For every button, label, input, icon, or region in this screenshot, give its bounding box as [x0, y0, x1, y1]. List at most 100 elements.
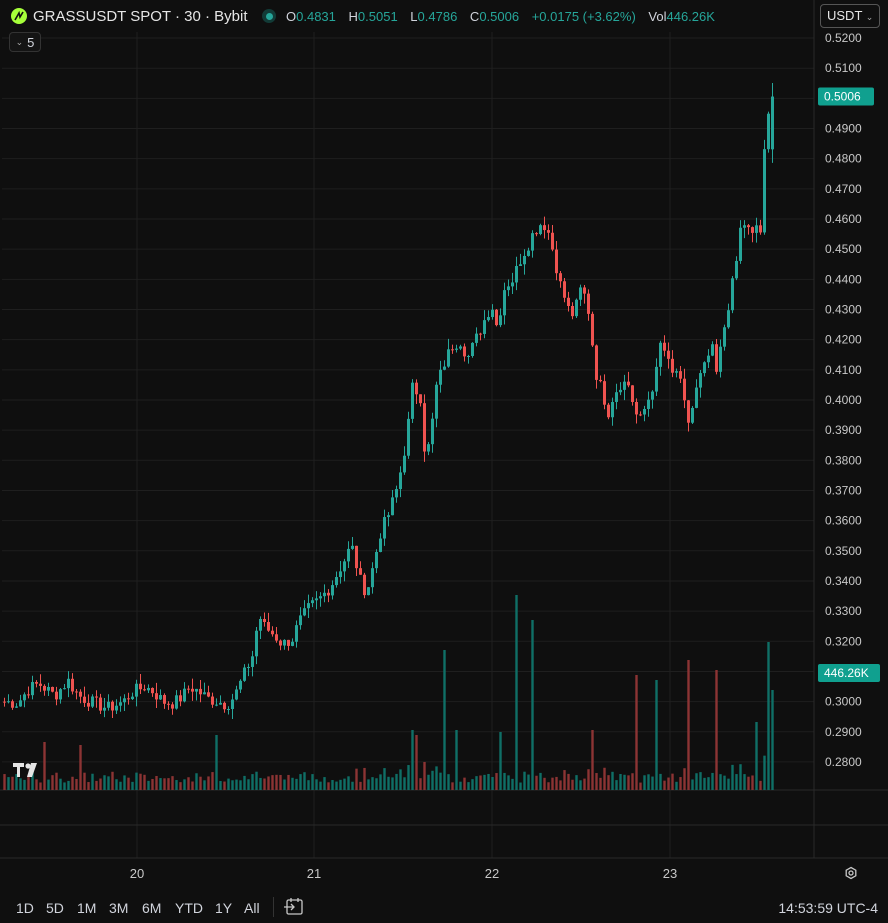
volume-bar: [771, 690, 774, 790]
candle-body: [183, 688, 186, 702]
volume-bar: [563, 770, 566, 790]
candle-body: [191, 688, 194, 692]
candle-body: [135, 683, 138, 697]
clock-readout[interactable]: 14:53:59 UTC-4: [778, 900, 878, 916]
volume-bar: [755, 722, 758, 790]
candle-body: [363, 574, 366, 596]
volume-bar: [299, 774, 302, 790]
candle-body: [463, 346, 466, 357]
candle-body: [663, 342, 666, 351]
candle-body: [187, 688, 190, 690]
volume-bar: [27, 774, 30, 790]
range-6m-button[interactable]: 6M: [142, 900, 162, 916]
candle-body: [55, 691, 58, 700]
volume-bar: [687, 660, 690, 790]
open-value: 0.4831: [296, 9, 336, 24]
candle-body: [19, 700, 22, 707]
volume-bar: [759, 780, 762, 790]
volume-bar: [35, 779, 38, 790]
y-tick-label: 0.3900: [825, 423, 862, 437]
volume-bar: [319, 781, 322, 790]
indicators-toggle-button[interactable]: ⌄ 5: [9, 32, 41, 52]
candle-body: [299, 615, 302, 626]
candle-body: [639, 414, 642, 416]
candle-body: [311, 600, 314, 604]
volume-bar: [647, 774, 650, 790]
go-to-date-icon[interactable]: [283, 897, 305, 917]
volume-bar: [679, 777, 682, 790]
y-tick-label: 0.4300: [825, 302, 862, 316]
candle-body: [399, 472, 402, 490]
candle-body: [139, 683, 142, 690]
volume-bar: [11, 776, 14, 790]
candle-body: [39, 683, 42, 686]
low-key: L: [410, 9, 418, 24]
volume-bar: [99, 778, 102, 790]
y-tick-label: 0.3200: [825, 634, 862, 648]
volume-bar: [519, 782, 522, 790]
candle-body: [443, 366, 446, 370]
close-value: 0.5006: [479, 9, 520, 24]
candle-body: [355, 545, 358, 569]
currency-select[interactable]: USDT ⌄: [820, 4, 880, 28]
candle-body: [75, 691, 78, 693]
candle-body: [535, 233, 538, 235]
volume-bar: [79, 745, 82, 790]
range-1y-button[interactable]: 1Y: [215, 900, 233, 916]
candle-body: [471, 342, 474, 356]
candle-body: [703, 362, 706, 374]
volume-bar: [191, 781, 194, 790]
volume-bar: [83, 772, 86, 790]
volume-bar: [239, 780, 242, 790]
tradingview-logo-icon[interactable]: [12, 761, 44, 784]
volume-bar: [587, 769, 590, 790]
candle-body: [723, 327, 726, 347]
volume-bar: [259, 777, 262, 790]
candle-body: [395, 489, 398, 498]
volume-bar: [567, 773, 570, 790]
candle-body: [11, 701, 14, 708]
range-ytd-button[interactable]: YTD: [175, 900, 203, 916]
candle-body: [495, 309, 498, 326]
candle-body: [635, 401, 638, 415]
candle-body: [387, 515, 390, 518]
settings-gear-icon[interactable]: [843, 865, 859, 881]
volume-bar: [219, 781, 222, 790]
volume-bar: [551, 777, 554, 790]
candle-body: [559, 273, 562, 282]
volume-bar: [15, 774, 18, 790]
candle-body: [227, 709, 230, 711]
candle-body: [211, 696, 214, 705]
volume-bar: [343, 778, 346, 790]
y-tick-label: 0.4400: [825, 272, 862, 286]
volume-bar: [303, 772, 306, 790]
range-1d-button[interactable]: 1D: [16, 900, 34, 916]
volume-bar: [451, 782, 454, 790]
range-all-button[interactable]: All: [244, 900, 260, 916]
volume-bar: [111, 771, 114, 790]
range-3m-button[interactable]: 3M: [109, 900, 129, 916]
candle-body: [35, 682, 38, 684]
candle-body: [255, 630, 258, 657]
high-key: H: [348, 9, 358, 24]
range-1m-button[interactable]: 1M: [77, 900, 97, 916]
grass-logo-icon: [11, 8, 27, 24]
range-5d-button[interactable]: 5D: [46, 900, 64, 916]
candle-body: [151, 687, 154, 694]
symbol-title[interactable]: GRASSUSDT SPOT · 30 · Bybit: [33, 8, 248, 25]
candle-body: [727, 310, 730, 328]
volume-bar: [291, 777, 294, 790]
x-tick-label: 22: [485, 866, 499, 881]
volume-bar: [287, 774, 290, 790]
candle-body: [383, 517, 386, 539]
candlestick-chart[interactable]: 0.52000.51000.50000.49000.48000.47000.46…: [0, 0, 888, 891]
candle-body: [611, 401, 614, 418]
volume-bar: [327, 782, 330, 790]
candle-body: [551, 232, 554, 250]
chart-header: GRASSUSDT SPOT · 30 · Bybit O0.4831 H0.5…: [0, 0, 888, 32]
candle-body: [411, 382, 414, 419]
volume-bar: [59, 778, 62, 790]
volume-bar: [315, 779, 318, 790]
candle-body: [43, 685, 46, 691]
candle-body: [259, 618, 262, 631]
